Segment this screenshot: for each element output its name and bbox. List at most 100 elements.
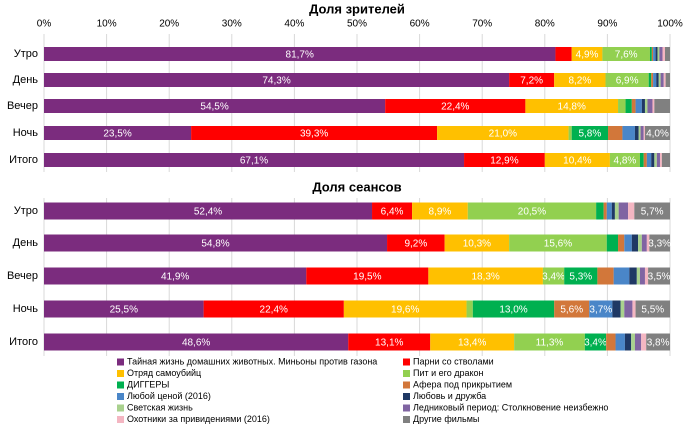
bar-segment: [618, 99, 626, 113]
bar-segment: [634, 333, 642, 351]
bar-segment: [664, 47, 670, 61]
bar-segment: [608, 126, 623, 140]
legend-swatch: [403, 393, 410, 400]
x-tick-label: 10%: [97, 19, 117, 30]
legend-label: Пит и его дракон: [413, 368, 484, 378]
bar-segment: [306, 267, 429, 285]
value-label: 3,4%: [584, 338, 607, 349]
bar-segment: [648, 267, 670, 285]
bar-segment: [430, 333, 515, 351]
bar-segment: [638, 234, 642, 252]
value-label: 3,3%: [648, 239, 671, 250]
bar-segment: [606, 333, 616, 351]
legend-swatch: [117, 404, 124, 412]
bar-segment: [628, 202, 635, 220]
value-label: 18,3%: [471, 272, 499, 283]
legend-label: Охотники за привидениями (2016): [127, 414, 270, 424]
legend-swatch: [117, 416, 124, 423]
bar-segment: [564, 267, 598, 285]
bar-segment: [648, 73, 652, 87]
value-label: 13,1%: [375, 338, 403, 349]
bar-segment: [437, 126, 569, 140]
legend-swatch: [117, 381, 124, 389]
bar-segment: [659, 47, 663, 61]
value-label: 21,0%: [489, 129, 517, 140]
bar-segment: [663, 73, 666, 87]
legend-label: Любовь и дружба: [413, 391, 486, 401]
bar-segment: [44, 153, 465, 167]
x-tick-label: 0%: [37, 19, 52, 30]
bar-segment: [44, 333, 349, 351]
bar-segment: [640, 126, 644, 140]
value-label: 19,5%: [353, 272, 381, 283]
bar-segment: [665, 73, 670, 87]
bar-segment: [644, 267, 649, 285]
value-label: 13,4%: [458, 338, 486, 349]
value-label: 39,3%: [300, 129, 328, 140]
legend-swatch: [117, 370, 124, 377]
bar-segment: [653, 47, 656, 61]
value-label: 8,9%: [429, 207, 452, 218]
bar-segment: [44, 267, 307, 285]
bar-segment: [654, 153, 657, 167]
bar-segment: [635, 99, 642, 113]
bar-segment: [651, 73, 654, 87]
value-label: 6,9%: [616, 76, 639, 87]
bar-segment: [509, 234, 607, 252]
bar-segment: [348, 333, 431, 351]
bar-segment: [641, 99, 645, 113]
x-tick-label: 50%: [347, 19, 367, 30]
value-label: 74,3%: [262, 76, 290, 87]
legend-swatch: [117, 393, 124, 400]
value-label: 19,6%: [391, 305, 419, 316]
bar-segment: [597, 267, 614, 285]
bar-segment: [571, 47, 603, 61]
value-label: 81,7%: [286, 50, 314, 61]
value-label: 13,0%: [499, 305, 527, 316]
bar-segment: [635, 300, 670, 318]
bar-segment: [656, 153, 660, 167]
x-tick-label: 60%: [410, 19, 430, 30]
value-label: 52,4%: [194, 207, 222, 218]
bar-segment: [554, 300, 590, 318]
y-tick-label: Итого: [9, 336, 38, 348]
legend-label: ДИГГЕРЫ: [127, 379, 169, 389]
bar-segment: [428, 267, 543, 285]
value-label: 6,4%: [381, 207, 404, 218]
value-label: 10,3%: [463, 239, 491, 250]
bar-segment: [343, 300, 467, 318]
bar-segment: [622, 126, 635, 140]
legend-swatch: [403, 381, 410, 389]
y-tick-label: Утро: [14, 48, 38, 60]
bar-segment: [44, 47, 556, 61]
bar-segment: [655, 47, 658, 61]
panel-title: Доля сеансов: [312, 179, 401, 194]
value-label: 41,9%: [161, 272, 189, 283]
bar-segment: [657, 47, 660, 61]
bar-segment: [568, 126, 572, 140]
bar-segment: [643, 153, 647, 167]
value-label: 67,1%: [240, 156, 268, 167]
bar-segment: [631, 333, 635, 351]
bar-segment: [618, 234, 625, 252]
bar-segment: [638, 126, 641, 140]
value-label: 48,6%: [182, 338, 210, 349]
bar-segment: [624, 234, 632, 252]
bar-segment: [624, 300, 633, 318]
legend-swatch: [403, 358, 410, 366]
bar-segment: [651, 47, 654, 61]
bar-segment: [509, 73, 555, 87]
bar-segment: [606, 202, 612, 220]
bar-segment: [612, 300, 621, 318]
value-label: 4,8%: [614, 156, 637, 167]
value-label: 15,6%: [544, 239, 572, 250]
bar-segment: [466, 300, 473, 318]
y-tick-label: День: [13, 237, 39, 249]
bar-segment: [644, 99, 648, 113]
bar-segment: [644, 126, 670, 140]
bar-segment: [191, 126, 438, 140]
value-label: 5,3%: [569, 272, 592, 283]
bar-segment: [656, 73, 659, 87]
legend-label: Светская жизнь: [127, 402, 193, 412]
legend-swatch: [403, 404, 410, 412]
